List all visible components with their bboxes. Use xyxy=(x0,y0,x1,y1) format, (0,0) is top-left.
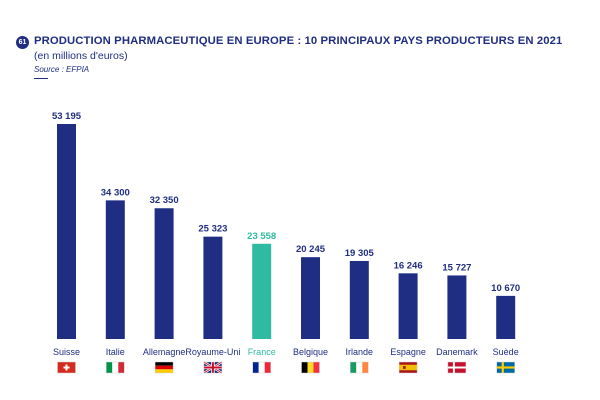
chart-subtitle: (en millions d'euros) xyxy=(34,50,128,62)
category-label: Suisse xyxy=(53,347,80,357)
bar-value-label: 15 727 xyxy=(442,262,471,273)
bar-value-label: 10 670 xyxy=(491,283,520,294)
bar-danemark xyxy=(447,275,467,339)
category-label: Suède xyxy=(493,347,519,357)
bar-value-label: 16 246 xyxy=(394,260,423,271)
chart-number-badge: 61 xyxy=(16,36,29,49)
bar-suisse xyxy=(57,124,76,339)
switzerland-flag-icon xyxy=(57,361,76,374)
italy-flag-icon xyxy=(106,361,125,374)
denmark-flag-icon xyxy=(447,361,467,374)
bar-value-label: 20 245 xyxy=(296,244,326,255)
category-label: Royaume-Uni xyxy=(185,347,240,357)
belgium-flag-icon xyxy=(301,361,320,374)
spain-flag-icon xyxy=(398,361,418,374)
chart-source: Source : EFPIA xyxy=(34,65,90,74)
category-label: Irlande xyxy=(346,347,374,357)
uk-flag-icon xyxy=(203,360,223,375)
chart-title: PRODUCTION PHARMACEUTIQUE EN EUROPE : 10… xyxy=(34,35,563,47)
bar-value-label: 25 323 xyxy=(198,224,227,235)
bar-value-label: 32 350 xyxy=(150,195,179,206)
category-label: Allemagne xyxy=(143,347,186,357)
bar-allemagne xyxy=(154,208,174,339)
category-label: Italie xyxy=(106,347,125,357)
france-flag-icon xyxy=(252,361,271,374)
bar-royaume-uni xyxy=(203,236,223,339)
category-label: Belgique xyxy=(293,347,328,357)
bar-value-label: 34 300 xyxy=(101,187,130,198)
sweden-flag-icon xyxy=(496,361,515,374)
bar-irlande xyxy=(349,260,369,339)
category-label: France xyxy=(248,347,276,357)
bar-value-label: 23 558 xyxy=(247,231,276,242)
header-divider xyxy=(34,78,48,79)
bar-value-label: 19 305 xyxy=(345,248,375,259)
bar-france xyxy=(252,243,272,339)
bar-value-label: 53 195 xyxy=(52,111,82,122)
germany-flag-icon xyxy=(154,361,174,374)
bar-suède xyxy=(496,295,516,339)
bar-espagne xyxy=(398,273,418,339)
ireland-flag-icon xyxy=(350,361,369,374)
category-label: Danemark xyxy=(436,347,478,357)
bar-italie xyxy=(105,200,125,339)
category-label: Espagne xyxy=(390,347,426,357)
bar-belgique xyxy=(301,257,320,339)
